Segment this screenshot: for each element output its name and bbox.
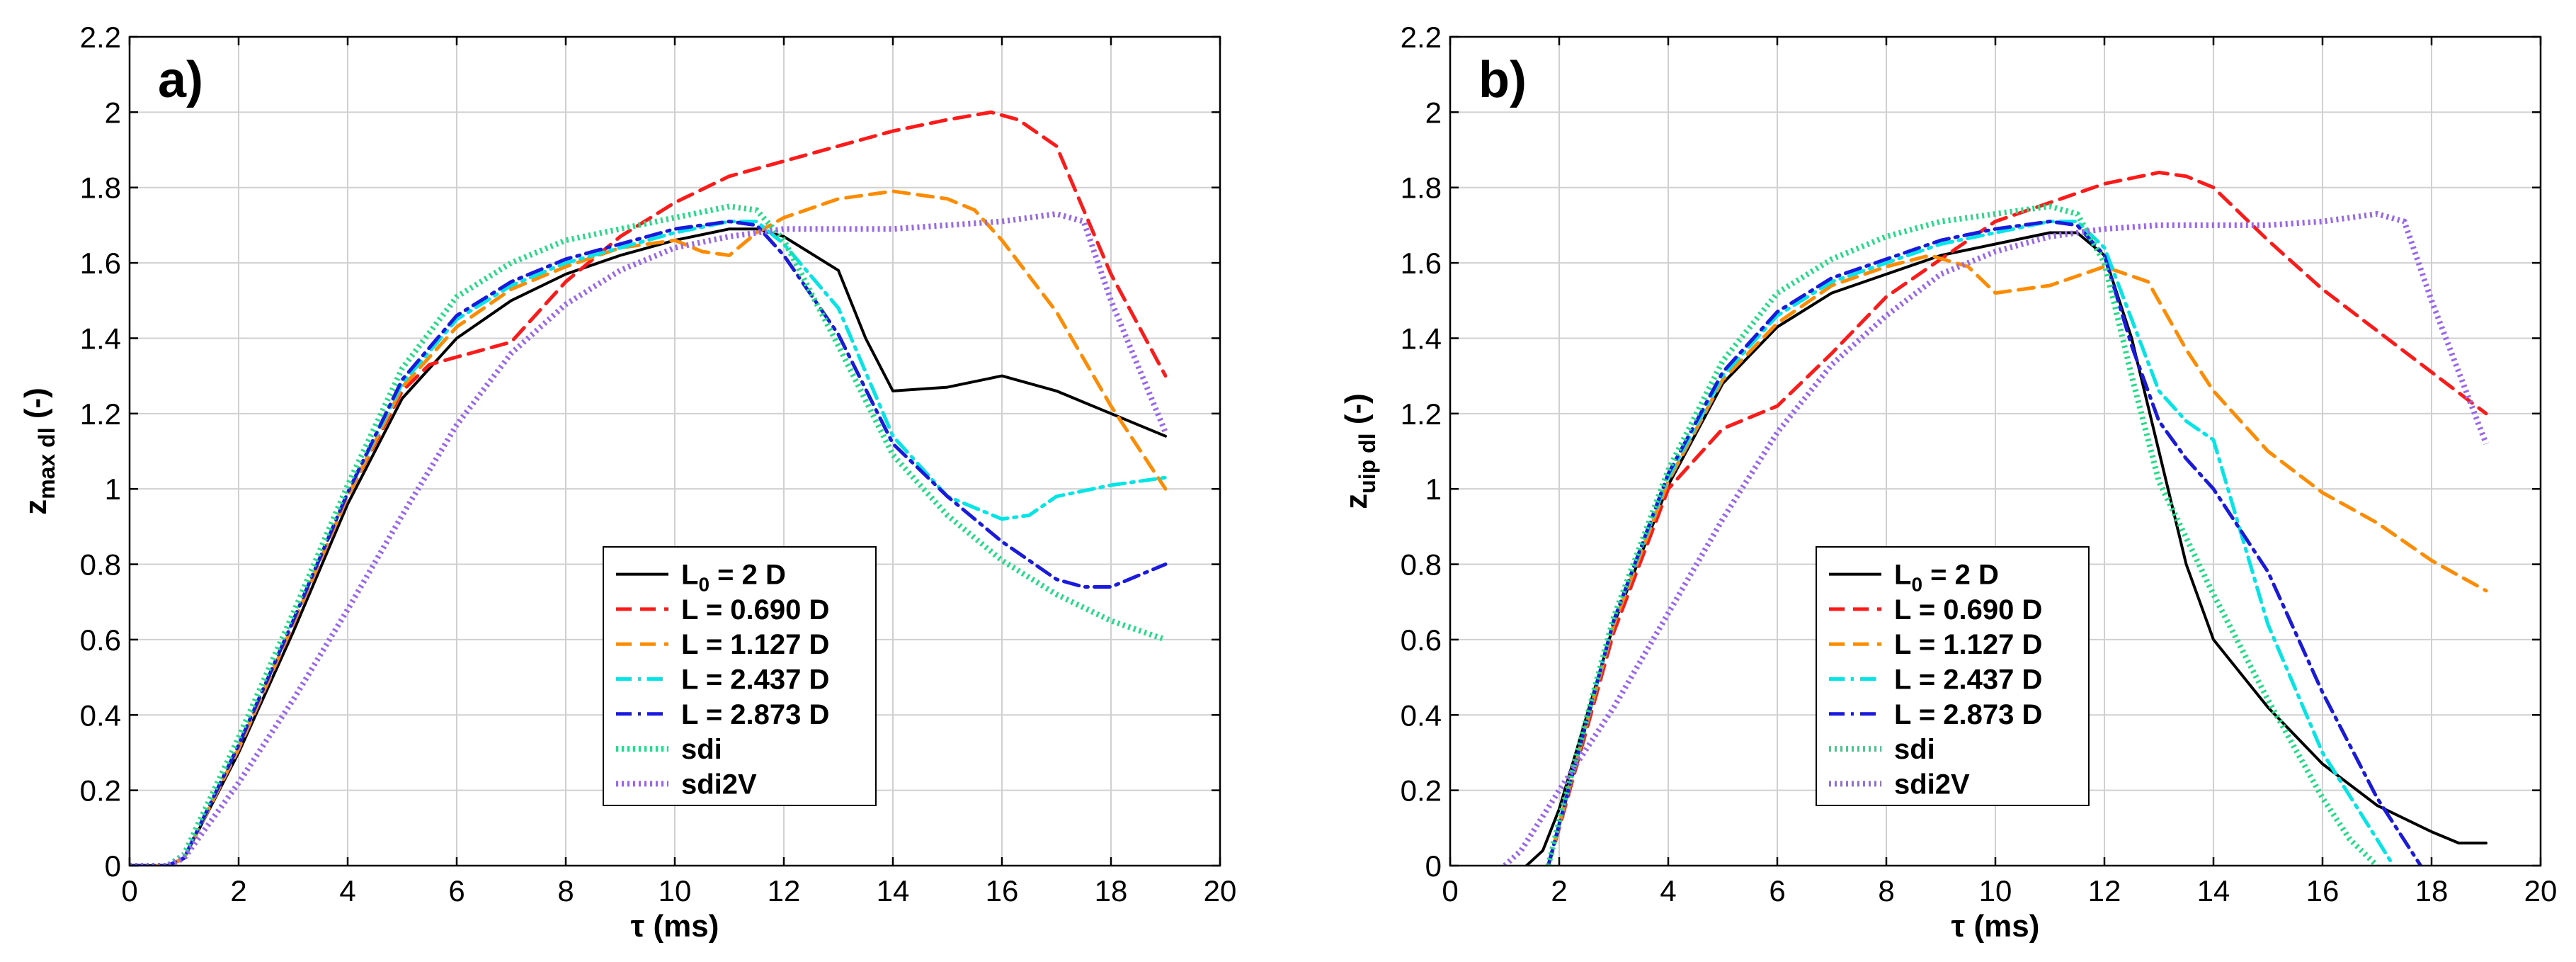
legend-box <box>603 546 877 806</box>
legend-label: sdi <box>681 734 722 765</box>
y-tick-label: 0.8 <box>1401 548 1442 582</box>
x-tick-label: 16 <box>2306 874 2340 907</box>
y-tick-label: 1 <box>105 472 121 506</box>
y-axis-label-main: z <box>1339 494 1374 509</box>
x-tick-label: 20 <box>2524 874 2558 907</box>
x-tick-label: 12 <box>768 874 801 907</box>
series-line-sdi2v <box>1503 211 2489 866</box>
legend: L0 = 2 DL = 0.690 DL = 1.127 D L = 2.437 … <box>1816 546 2090 806</box>
x-tick-label: 6 <box>1769 874 1785 907</box>
y-tick-label: 0.4 <box>1401 698 1442 732</box>
y-tick-label: 0.6 <box>80 623 121 657</box>
y-tick-label: 0 <box>105 849 121 883</box>
x-tick-label: 6 <box>448 874 465 907</box>
x-tick-label: 4 <box>339 874 355 907</box>
x-tick-label: 20 <box>1204 874 1237 907</box>
x-tick-label: 8 <box>557 874 574 907</box>
y-axis-label-subscript: max dl <box>34 427 59 499</box>
y-axis-label: zmax dl (-) <box>18 387 59 515</box>
y-tick-label: 0 <box>1425 849 1442 883</box>
x-axis-label: τ (ms) <box>1951 909 2040 944</box>
y-tick-label: 2.2 <box>1401 21 1442 54</box>
x-tick-label: 0 <box>121 874 137 907</box>
legend-label: L = 2.873 D <box>681 699 829 730</box>
legend-label: sdi2V <box>1894 769 1970 800</box>
x-tick-label: 10 <box>659 874 692 907</box>
y-tick-label: 1 <box>1425 472 1442 506</box>
y-tick-label: 1.4 <box>1401 322 1442 355</box>
y-tick-label: 2 <box>105 96 121 129</box>
y-tick-label: 0.4 <box>80 698 121 732</box>
legend: L0 = 2 DL = 0.690 DL = 1.127 D L = 2.437 … <box>603 546 877 806</box>
legend-label: L = 1.127 D <box>1894 629 2042 660</box>
series-line-l-2-873-d <box>130 220 1168 866</box>
y-tick-label: 1.4 <box>80 322 121 355</box>
y-tick-label: 0.2 <box>1401 774 1442 808</box>
series-line-sdi2v <box>130 211 1168 866</box>
legend-label: L0 = 2 D <box>1894 560 1999 596</box>
series-line-sdi <box>1545 203 2379 866</box>
y-tick-label: 0.8 <box>80 548 121 582</box>
x-tick-label: 16 <box>986 874 1019 907</box>
x-axis-label: τ (ms) <box>631 909 719 944</box>
y-tick-label: 1.2 <box>1401 397 1442 431</box>
legend-label: L = 2.873 D <box>1894 699 2042 730</box>
y-tick-label: 1.8 <box>80 171 121 205</box>
x-tick-label: 8 <box>1878 874 1894 907</box>
y-tick-label: 2.2 <box>80 21 121 54</box>
series-line-l-1-127-d <box>1546 254 2488 866</box>
x-tick-label: 18 <box>1095 874 1128 907</box>
panel-label: b) <box>1478 52 1527 108</box>
x-tick-label: 2 <box>1551 874 1567 907</box>
x-tick-label: 2 <box>230 874 246 907</box>
x-tick-label: 18 <box>2415 874 2449 907</box>
y-axis-label-main: z <box>18 499 53 515</box>
y-tick-label: 0.6 <box>1401 623 1442 657</box>
legend-label: sdi <box>1894 734 1935 765</box>
y-axis-label-suffix: (-) <box>18 387 53 427</box>
x-tick-label: 0 <box>1442 874 1458 907</box>
legend-label: L0 = 2 D <box>681 560 786 596</box>
x-tick-label: 10 <box>1979 874 2012 907</box>
x-tick-label: 4 <box>1660 874 1676 907</box>
x-tick-label: 14 <box>2197 874 2230 907</box>
y-axis-label-suffix: (-) <box>1339 393 1374 433</box>
legend-label: L = 2.437 D <box>681 664 829 696</box>
legend-box <box>1816 546 2090 806</box>
y-axis-label: zuip dl (-) <box>1339 393 1380 509</box>
y-tick-label: 0.2 <box>80 774 121 808</box>
legend-label: L = 1.127 D <box>681 629 829 660</box>
legend-label: sdi2V <box>681 769 757 800</box>
panel-a: 0 2 4 6 8 10 12 14 16 18 20 0 0.2 0.4 0.6 0.8 1 1.2 1.4 1.6… <box>18 21 1236 944</box>
y-tick-label: 1.6 <box>80 247 121 280</box>
y-tick-label: 1.2 <box>80 397 121 431</box>
legend-label: L = 0.690 D <box>1894 594 2042 626</box>
x-tick-label: 14 <box>877 874 910 907</box>
x-tick-label: 12 <box>2088 874 2121 907</box>
y-tick-label: 1.8 <box>1401 171 1442 205</box>
y-tick-label: 2 <box>1425 96 1442 129</box>
y-tick-label: 1.6 <box>1401 247 1442 280</box>
legend-label: L = 0.690 D <box>681 594 829 626</box>
legend-label: L = 2.437 D <box>1894 664 2042 696</box>
panel-b: 0 2 4 6 8 10 12 14 16 18 20 0 0.2 0.4 0.6 0.8 1 1.2 1.4 1.6… <box>1339 21 2557 944</box>
y-axis-label-subscript: uip dl <box>1355 433 1380 493</box>
panel-label: a) <box>158 52 203 108</box>
